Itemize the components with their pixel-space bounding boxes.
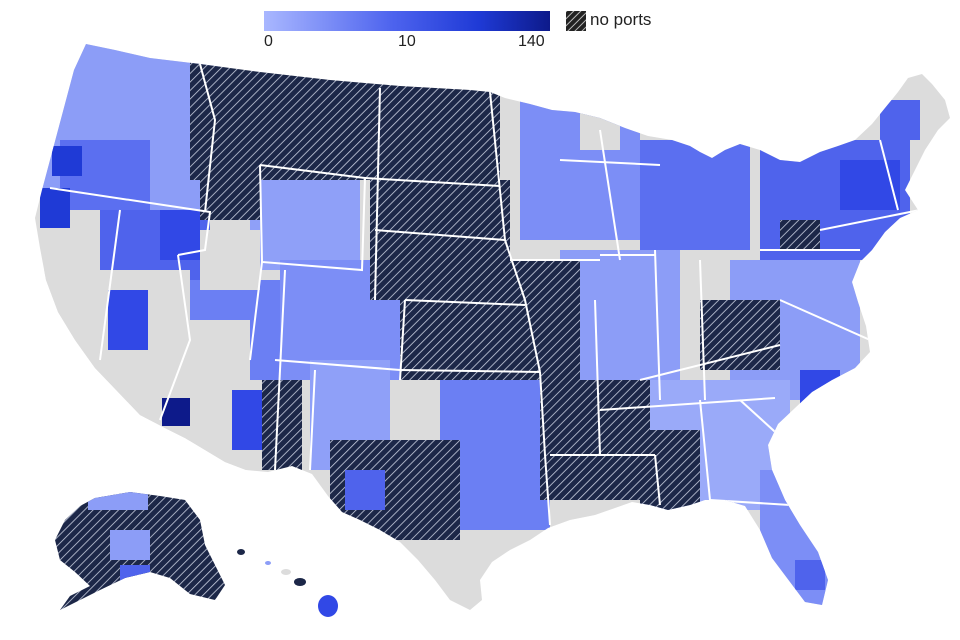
scale-min-label: 0: [264, 33, 273, 50]
scale-mid-label: 10: [398, 33, 416, 50]
hawaii: [237, 549, 338, 617]
scale-max-label: 140: [518, 33, 545, 50]
state-borders: [49, 63, 921, 526]
alaska: [55, 492, 225, 610]
map-legend: 0 10 140 no ports: [264, 10, 684, 54]
no-ports-label: no ports: [590, 10, 652, 29]
color-scale-bar: [264, 11, 550, 31]
no-ports-hatch-swatch: [566, 11, 586, 31]
